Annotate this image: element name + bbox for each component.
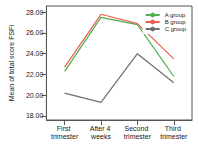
svg-text:26.00: 26.00 — [26, 29, 44, 36]
svg-text:weeks: weeks — [90, 133, 111, 140]
svg-text:C group: C group — [165, 26, 187, 32]
svg-text:A group: A group — [165, 12, 186, 18]
svg-text:After 4: After 4 — [90, 125, 113, 132]
svg-text:Third: Third — [165, 125, 183, 132]
svg-text:24.00: 24.00 — [26, 50, 44, 57]
svg-text:20.00: 20.00 — [26, 92, 44, 99]
svg-text:trimester: trimester — [124, 133, 152, 140]
svg-text:28.00: 28.00 — [26, 9, 44, 16]
svg-text:trimester: trimester — [160, 133, 188, 140]
svg-text:Second: Second — [125, 125, 151, 132]
svg-text:First: First — [57, 125, 73, 132]
svg-text:trimester: trimester — [51, 133, 79, 140]
svg-text:Mean of total score FSFI: Mean of total score FSFI — [8, 25, 15, 102]
svg-text:18.00: 18.00 — [26, 112, 44, 119]
svg-text:B group: B group — [165, 19, 187, 25]
svg-text:22.00: 22.00 — [26, 71, 44, 78]
